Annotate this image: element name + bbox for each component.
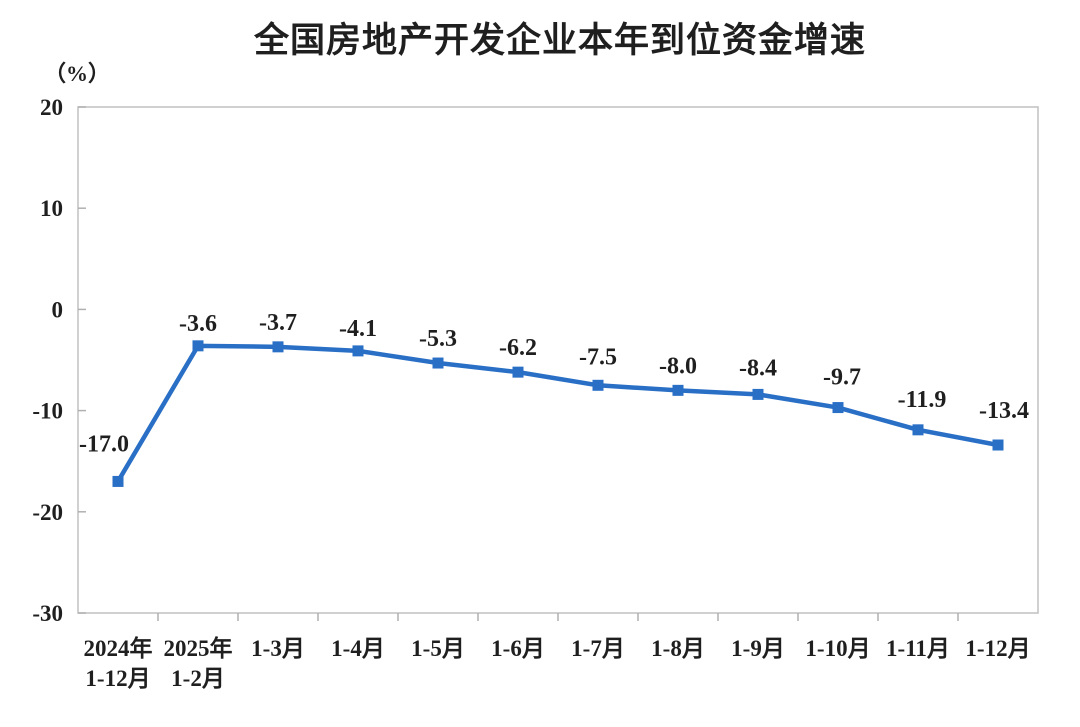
data-point-label: -13.4: [979, 398, 1029, 424]
y-tick-label: -30: [32, 601, 63, 626]
data-point-label: -8.4: [739, 355, 777, 381]
y-tick-label: 0: [52, 297, 64, 322]
data-point-marker: [672, 384, 684, 396]
x-tick-label: 1-10月: [805, 636, 870, 661]
y-axis-unit-label: （%）: [44, 61, 111, 86]
data-point-marker: [192, 340, 204, 352]
x-tick-label: 1-3月: [251, 636, 305, 661]
data-point-label: -7.5: [579, 344, 617, 370]
data-point-marker: [752, 388, 764, 400]
x-tick-label: 1-4月: [331, 636, 385, 661]
x-tick-label: 1-6月: [491, 636, 545, 661]
data-point-marker: [272, 341, 284, 353]
plot-border: [77, 106, 1039, 614]
data-point-label: -17.0: [79, 431, 129, 457]
data-point-marker: [512, 366, 524, 378]
data-point-marker: [352, 345, 364, 357]
y-tick-label: -20: [32, 500, 63, 525]
x-tick-label: 1-8月: [651, 636, 705, 661]
x-tick-label: 1-11月: [886, 636, 950, 661]
trend-line: [115, 343, 1001, 484]
data-point-label: -8.0: [659, 353, 697, 379]
x-tick-label: 1-5月: [411, 636, 465, 661]
y-tick-label: 10: [40, 196, 63, 221]
x-tick-label: 1-7月: [571, 636, 625, 661]
x-tick-label: 2025年 1-2月: [164, 635, 233, 691]
data-point-marker: [992, 439, 1004, 451]
y-tick-label: 20: [40, 95, 63, 120]
data-point-label: -3.7: [259, 310, 297, 336]
data-point-marker: [912, 424, 924, 436]
data-point-label: -6.2: [499, 335, 537, 361]
data-point-marker: [432, 357, 444, 369]
chart-title: 全国房地产开发企业本年到位资金增速: [253, 21, 866, 60]
x-tick-label: 1-12月: [965, 636, 1030, 661]
x-tick-label: 2024年 1-12月: [84, 635, 153, 691]
data-point-label: -4.1: [339, 316, 377, 342]
y-tick-label: -10: [32, 399, 63, 424]
x-tick-label: 1-9月: [731, 636, 785, 661]
data-point-marker: [832, 402, 844, 414]
data-point-label: -11.9: [898, 387, 947, 413]
data-point-marker: [592, 379, 604, 391]
data-point-label: -3.6: [179, 311, 217, 337]
data-point-label: -9.7: [823, 365, 861, 391]
data-point-label: -5.3: [419, 326, 457, 352]
data-point-marker: [112, 475, 124, 487]
